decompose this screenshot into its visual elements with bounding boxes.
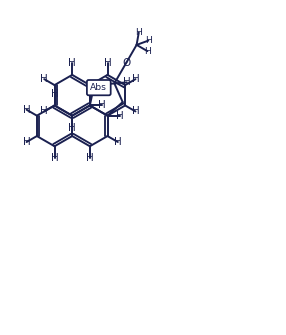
Text: H: H xyxy=(123,77,131,87)
Text: H: H xyxy=(68,123,76,133)
Text: H: H xyxy=(145,36,152,45)
FancyBboxPatch shape xyxy=(87,80,111,95)
Text: O: O xyxy=(122,58,130,68)
Text: H: H xyxy=(104,58,111,68)
Text: H: H xyxy=(116,111,124,121)
Text: H: H xyxy=(98,100,106,111)
Text: H: H xyxy=(23,105,30,115)
Text: H: H xyxy=(68,58,76,68)
Text: H: H xyxy=(135,28,142,37)
Text: Abs: Abs xyxy=(90,83,107,92)
Text: H: H xyxy=(132,74,139,84)
Text: H: H xyxy=(144,47,151,56)
Text: H: H xyxy=(51,88,58,98)
Text: H: H xyxy=(114,137,122,147)
Text: H: H xyxy=(40,74,48,84)
Text: H: H xyxy=(51,153,58,163)
Text: H: H xyxy=(40,107,48,117)
Text: H: H xyxy=(23,137,30,147)
Text: H: H xyxy=(132,107,139,117)
Text: H: H xyxy=(86,153,94,163)
